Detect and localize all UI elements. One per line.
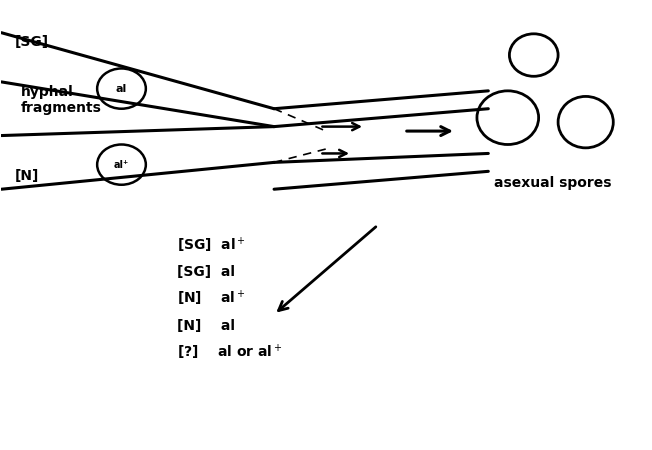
Text: [N]    al$^+$: [N] al$^+$ bbox=[177, 289, 246, 308]
Text: [N]: [N] bbox=[14, 169, 38, 183]
Text: [SG]  al$^+$: [SG] al$^+$ bbox=[177, 235, 246, 255]
Text: asexual spores: asexual spores bbox=[494, 176, 612, 189]
Text: hyphal
fragments: hyphal fragments bbox=[21, 85, 102, 115]
Text: [SG]  al: [SG] al bbox=[177, 265, 235, 279]
Text: al⁺: al⁺ bbox=[114, 160, 129, 170]
Text: [N]    al: [N] al bbox=[177, 319, 235, 333]
Text: [SG]: [SG] bbox=[14, 35, 48, 49]
Text: al: al bbox=[116, 84, 127, 94]
Text: [?]    al or al$^+$: [?] al or al$^+$ bbox=[177, 343, 282, 362]
